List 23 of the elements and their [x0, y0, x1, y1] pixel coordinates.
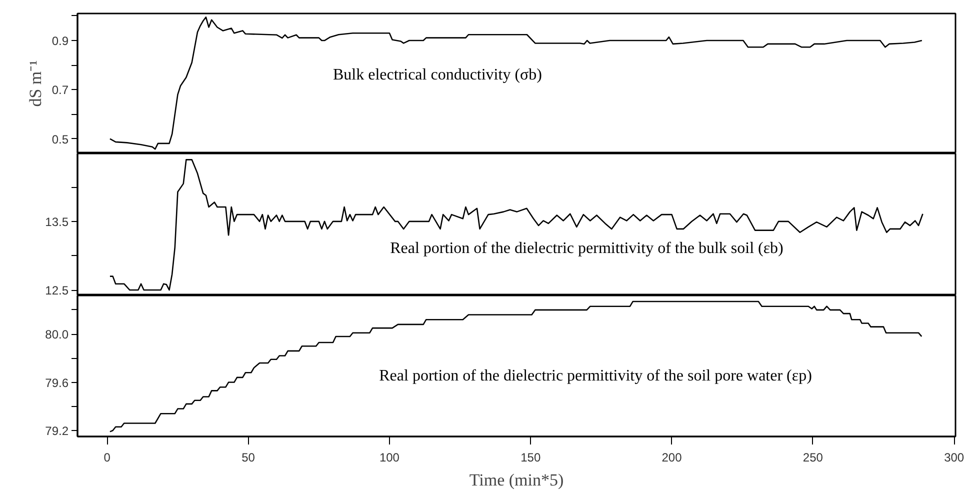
y-axis-title: dS m⁻¹ — [26, 60, 45, 107]
x-tick-label: 300 — [944, 450, 964, 464]
x-axis-title: Time (min*5) — [469, 470, 564, 490]
y-tick-label: 79.6 — [45, 376, 69, 390]
y-tick-label: 0.5 — [52, 132, 69, 146]
y-tick-label: 79.2 — [45, 424, 69, 438]
annotation: Real portion of the dielectric permittivity of the soil pore water (εp) — [379, 367, 812, 384]
y-tick-label: 80.0 — [45, 328, 69, 342]
y-tick-label: 12.5 — [45, 284, 69, 298]
x-tick-label: 250 — [802, 450, 824, 464]
x-tick-label: 200 — [662, 450, 682, 464]
x-tick-label: 150 — [520, 450, 541, 464]
line-series — [109, 300, 922, 432]
x-tick-label: 50 — [242, 450, 256, 464]
x-tick-label: 100 — [379, 450, 400, 464]
y-tick-label: 13.5 — [45, 214, 69, 229]
line-series — [109, 159, 924, 291]
annotation: Real portion of the dielectric permittivity of the bulk soil (εb) — [390, 240, 784, 258]
y-tick-label: 0.9 — [52, 34, 69, 48]
line-series — [109, 16, 923, 150]
x-tick-label: 0 — [104, 450, 111, 464]
y-tick-label: 0.7 — [52, 83, 69, 98]
annotation: Bulk electrical conductivity (σb) — [332, 66, 542, 84]
